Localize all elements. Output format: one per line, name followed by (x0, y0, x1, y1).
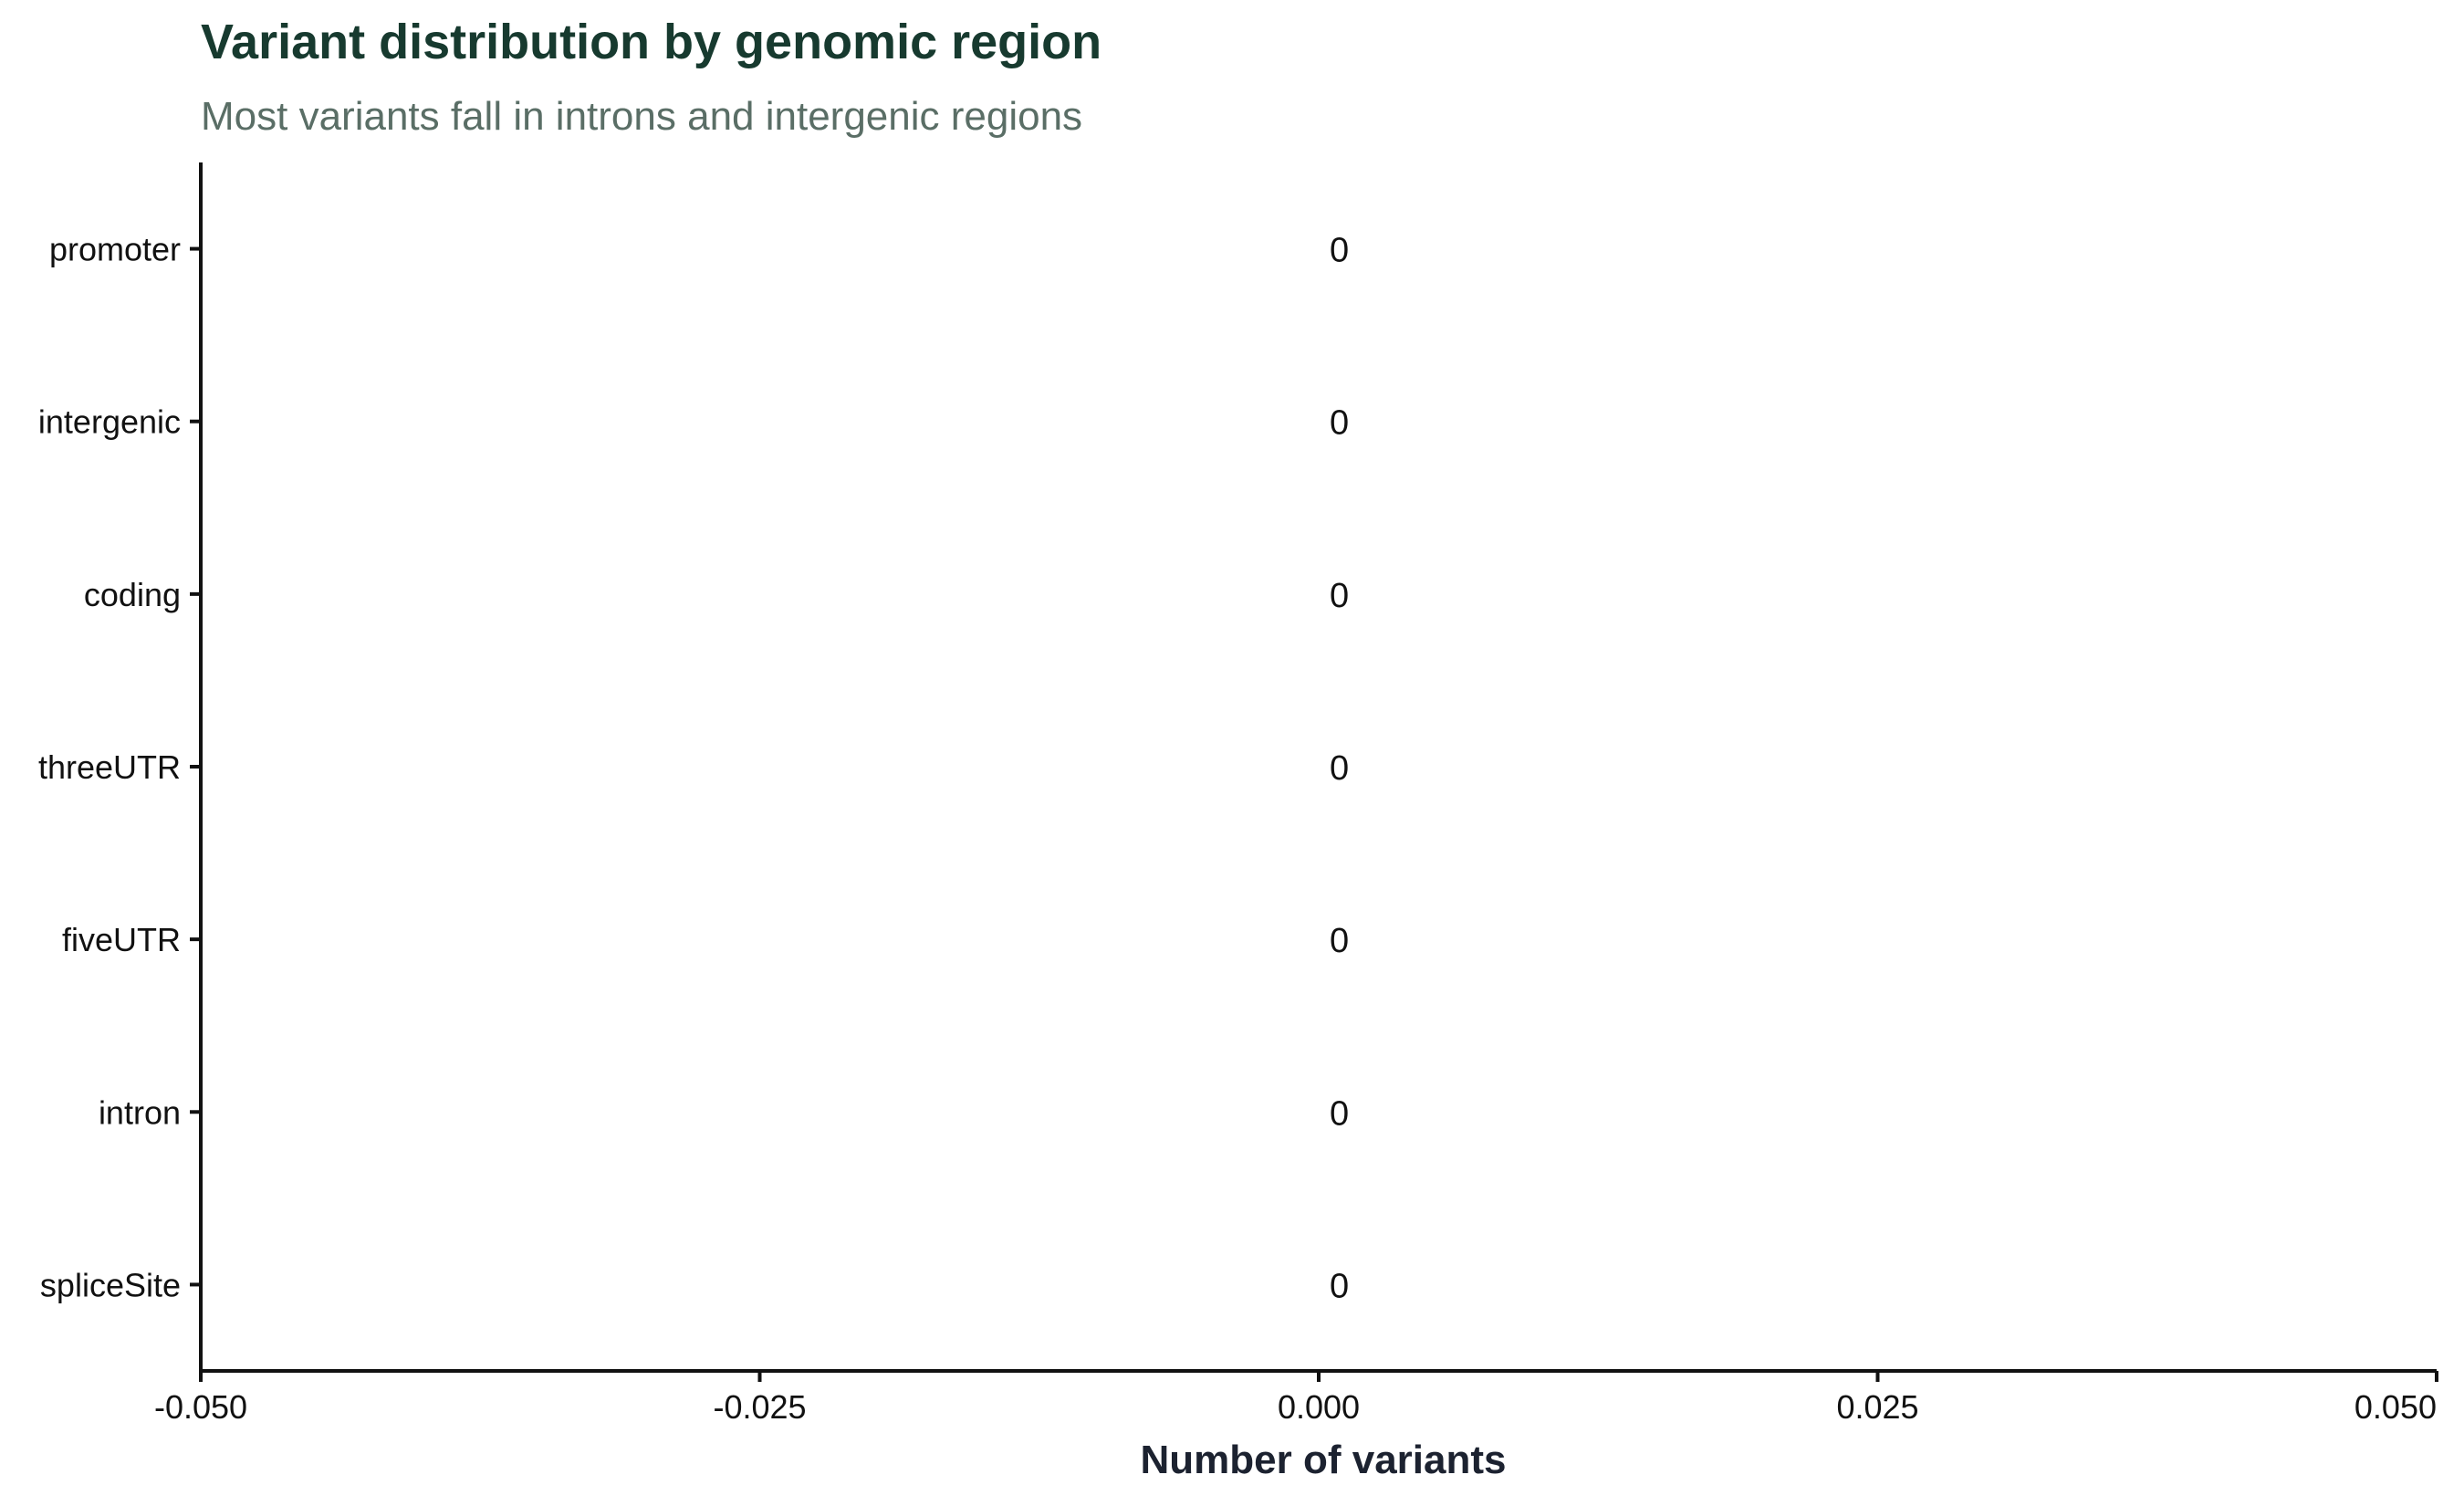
data-label: 0 (1330, 922, 1349, 960)
y-tick-label: promoter (49, 231, 181, 268)
chart-subtitle: Most variants fall in introns and interg… (201, 94, 1082, 139)
data-label: 0 (1330, 1094, 1349, 1133)
x-tick-label: 0.025 (1836, 1388, 1918, 1426)
y-tick-label: threeUTR (38, 748, 181, 786)
y-tick-label: intron (99, 1093, 181, 1131)
y-tick-label: fiveUTR (62, 921, 181, 958)
y-tick-label: spliceSite (40, 1266, 181, 1303)
data-label: 0 (1330, 404, 1349, 443)
y-tick-label: coding (84, 576, 181, 613)
x-tick-label: -0.050 (154, 1388, 247, 1426)
y-tick-label: intergenic (38, 403, 181, 441)
data-label: 0 (1330, 577, 1349, 615)
x-tick-label: 0.000 (1278, 1388, 1360, 1426)
data-label: 0 (1330, 232, 1349, 270)
data-labels-layer: 0 0 0 0 0 0 0 (1330, 232, 1349, 1306)
data-label: 0 (1330, 1267, 1349, 1305)
x-axis-ticks: -0.050 -0.025 0.000 0.025 0.050 (154, 1371, 2438, 1426)
data-label: 0 (1330, 749, 1349, 788)
x-axis-title: Number of variants (1141, 1438, 1507, 1482)
x-tick-label: -0.025 (713, 1388, 806, 1426)
chart-title: Variant distribution by genomic region (201, 15, 1101, 69)
y-axis-ticks: promoter intergenic coding threeUTR fiveUTR i… (38, 231, 201, 1303)
x-tick-label: 0.050 (2354, 1388, 2437, 1426)
